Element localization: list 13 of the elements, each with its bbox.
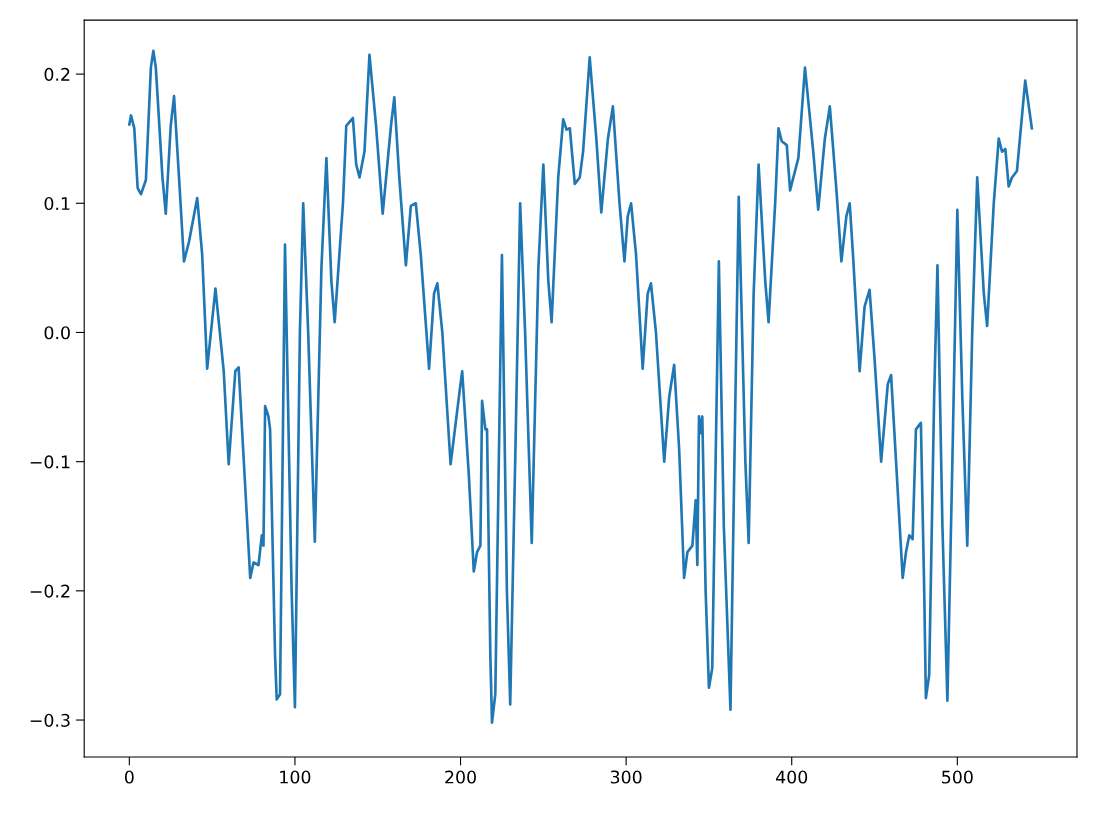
y-tick-label: −0.3 xyxy=(30,713,70,727)
y-tick-label: −0.1 xyxy=(30,455,70,469)
x-tick-label: 200 xyxy=(445,770,476,784)
y-tick-label: 0.0 xyxy=(44,326,70,340)
x-tick-label: 500 xyxy=(942,770,973,784)
y-tick-label: −0.2 xyxy=(30,584,70,598)
x-tick-label: 400 xyxy=(776,770,808,784)
x-tick-label: 0 xyxy=(124,770,134,784)
x-tick-label: 300 xyxy=(610,770,642,784)
y-tick-label: 0.1 xyxy=(44,196,70,211)
line-series xyxy=(128,49,1034,724)
y-tick-label: 0.2 xyxy=(44,67,70,81)
x-tick-label: 100 xyxy=(280,770,311,784)
